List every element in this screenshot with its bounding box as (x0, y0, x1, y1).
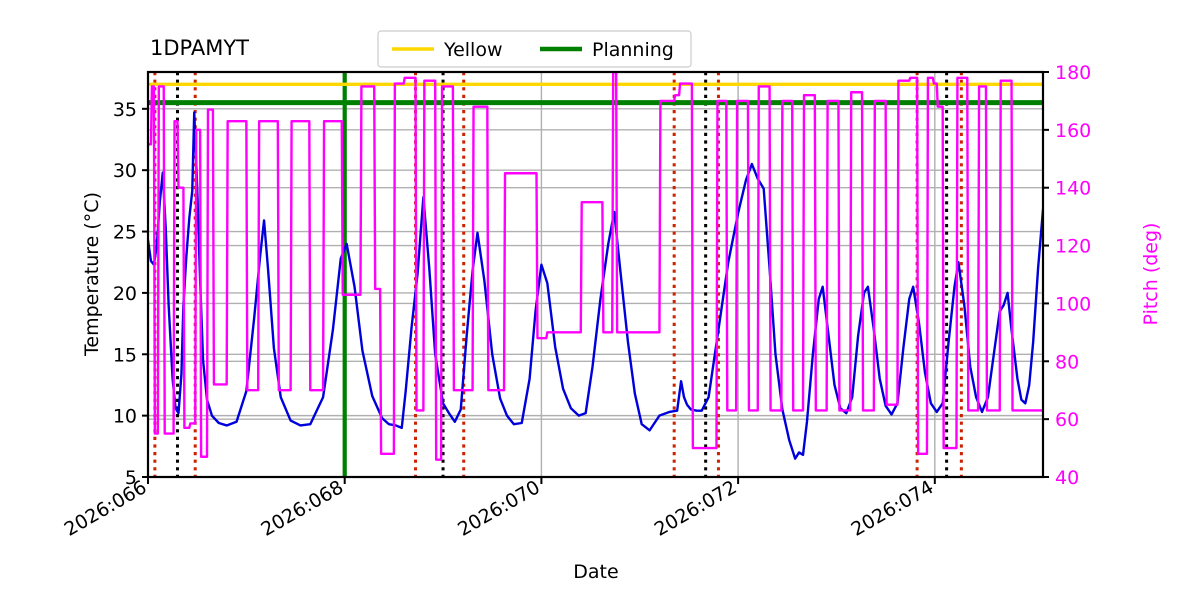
y2-tick-label: 180 (1055, 62, 1091, 84)
y-tick-label: 30 (113, 160, 137, 182)
legend-label-yellow: Yellow (443, 39, 503, 61)
y2-tick-label: 100 (1055, 293, 1091, 315)
legend-box (377, 30, 692, 68)
y2-tick-label: 120 (1055, 236, 1091, 258)
legend-label-planning: Planning (592, 39, 674, 61)
y-tick-label: 10 (113, 406, 137, 428)
y2-tick-label: 60 (1055, 409, 1079, 431)
y2-tick-label: 80 (1055, 351, 1079, 373)
page-title: 1DPAMYT (150, 36, 249, 60)
y-tick-label: 25 (113, 222, 137, 244)
y2-tick-label: 160 (1055, 120, 1091, 142)
series-line-pitch (148, 72, 1043, 461)
axis-spines (146, 70, 1045, 479)
y-axis-title: Temperature (°C) (81, 192, 103, 357)
y-tick-label: 5 (125, 467, 137, 489)
y-tick-label: 35 (113, 99, 137, 121)
y2-axis-title: Pitch (deg) (1140, 223, 1162, 326)
axis-ticks (142, 71, 1049, 484)
data-series (148, 72, 1043, 461)
x-axis-title: Date (573, 561, 618, 583)
legend: Yellow Planning (377, 30, 692, 68)
y2-tick-label: 140 (1055, 178, 1091, 200)
horizontal-threshold-lines (148, 82, 1043, 106)
y2-tick-label: 40 (1055, 467, 1079, 489)
y-tick-label: 15 (113, 344, 137, 366)
y-tick-label: 20 (113, 283, 137, 305)
